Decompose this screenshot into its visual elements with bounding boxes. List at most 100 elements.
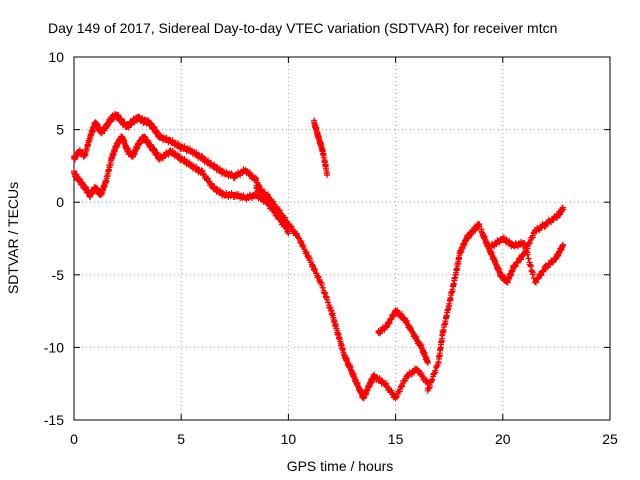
chart-title: Day 149 of 2017, Sidereal Day-to-day VTE… [48,20,557,36]
data-point [476,222,483,229]
data-point [434,362,441,369]
series-late-b [489,234,566,286]
data-point [335,335,342,342]
data-point [338,341,345,348]
data-point [408,324,415,331]
data-point [429,377,436,384]
data-point [446,302,453,309]
data-point [488,249,495,256]
data-point [396,388,403,395]
data-point [199,168,206,175]
data-point [328,311,335,318]
data-point [350,371,357,378]
data-point [329,310,336,317]
data-point [507,272,514,279]
plot-frame [73,56,611,421]
data-point [343,355,350,362]
data-point [323,172,330,179]
data-point [318,279,325,286]
data-point [448,289,455,296]
data-point [270,198,277,205]
y-tick-label: -10 [44,339,64,355]
y-tick-label: 0 [56,194,64,210]
y-axis-label: SDTVAR / TECUs [5,182,21,294]
series-recovery [424,220,483,394]
data-point [299,243,306,250]
data-point [298,238,305,245]
data-point [331,317,338,324]
series-early-lower [71,133,270,207]
data-point [451,275,458,282]
data-point [319,284,326,291]
data-point [544,264,551,271]
data-point [198,152,205,159]
data-point [522,242,529,249]
data-point [246,169,253,176]
y-tick-label: 10 [48,49,64,65]
series-band-14-16 [375,307,431,366]
y-tick-label: 5 [56,122,64,138]
data-point [339,345,346,352]
data-point [288,223,295,230]
data-point [282,214,289,221]
data-point [398,311,405,318]
data-point [328,307,335,314]
data-point [186,159,193,166]
data-point [357,387,364,394]
data-point [518,256,525,263]
data-point [310,262,317,269]
data-point [336,334,343,341]
data-point [442,320,449,327]
data-point [386,320,393,327]
data-point [354,380,361,387]
data-point [445,305,452,312]
data-point [461,241,468,248]
data-point [323,294,330,301]
data-point [424,359,431,366]
data-point [529,234,536,241]
y-tick-label: -15 [44,412,64,428]
data-point [432,369,439,376]
data-point [169,147,176,154]
data-point [285,230,292,237]
data-point [538,272,545,279]
x-tick-label: 0 [70,431,78,447]
data-point [418,369,425,376]
data-point [425,385,432,392]
data-point [555,252,562,259]
data-point [335,331,342,338]
data-point [550,259,557,266]
data-point [390,313,397,320]
data-point [276,207,283,214]
data-point [325,299,332,306]
data-point [199,153,206,160]
data-point [347,364,354,371]
data-point [327,304,334,311]
data-point [450,281,457,288]
data-point [403,317,410,324]
data-point [332,321,339,328]
data-point [449,288,456,295]
data-point [421,349,428,356]
data-point [504,279,511,286]
data-point [523,248,530,255]
data-point [394,307,401,314]
x-tick-label: 15 [388,431,404,447]
data-point [312,266,319,273]
data-point [332,322,339,329]
x-tick-label: 5 [177,431,185,447]
data-point [198,167,205,174]
data-points [71,110,566,402]
data-point [265,191,272,198]
data-point [528,268,535,275]
data-point [321,289,328,296]
data-point [444,306,451,313]
x-tick-label: 25 [602,431,618,447]
data-point [458,249,465,256]
data-point [558,247,565,254]
series-main-descent [253,182,378,402]
data-point [363,391,370,398]
data-point [181,155,188,162]
data-point [306,255,313,262]
